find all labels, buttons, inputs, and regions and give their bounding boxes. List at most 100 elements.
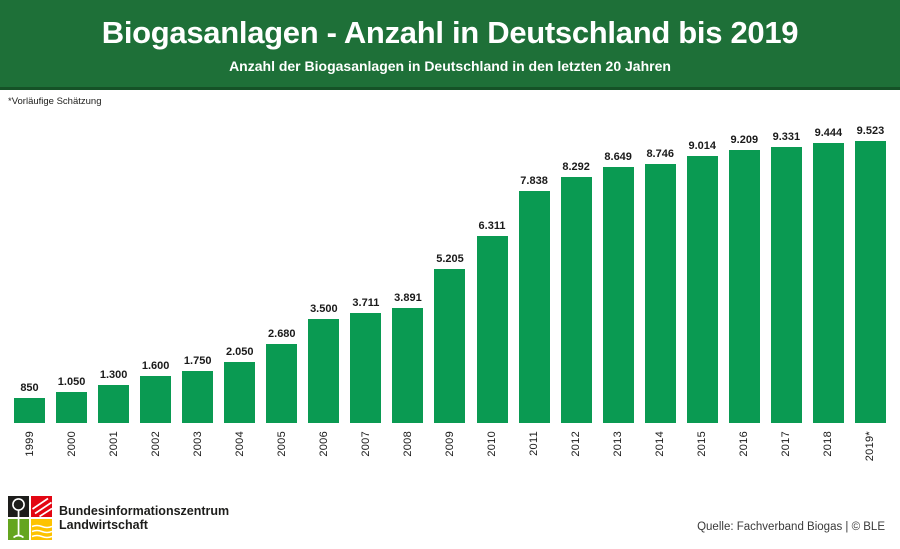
x-axis-tick: 2012 [561, 431, 592, 487]
x-axis-tick: 1999 [14, 431, 45, 487]
bar-value-label: 8.649 [604, 151, 632, 163]
x-axis-label: 2010 [486, 431, 499, 457]
x-axis-tick: 2013 [603, 431, 634, 487]
x-axis-label: 2017 [780, 431, 793, 457]
x-axis-label: 2003 [191, 431, 204, 457]
x-axis-label: 2013 [612, 431, 625, 457]
bar-value-label: 8.292 [562, 161, 590, 173]
x-axis-label: 2012 [570, 431, 583, 457]
brand: Bundesinformationszentrum Landwirtschaft [8, 496, 229, 540]
x-axis-tick: 2016 [729, 431, 760, 487]
bar-column: 6.311 2010 [476, 125, 508, 487]
x-axis-label: 2007 [359, 431, 372, 457]
x-axis-tick: 2002 [140, 431, 171, 487]
bar [434, 269, 466, 423]
x-axis-label: 2019* [864, 431, 877, 462]
x-axis-tick: 2008 [392, 431, 423, 487]
x-axis-label: 2006 [317, 431, 330, 457]
bar [602, 167, 634, 423]
bar-column: 9.331 2017 [770, 125, 802, 487]
x-axis-label: 2008 [401, 431, 414, 457]
bar-column: 8.746 2014 [644, 125, 676, 487]
bar-column: 9.523 2019* [854, 125, 886, 487]
header-banner: Biogasanlagen - Anzahl in Deutschland bi… [0, 0, 900, 90]
bar [476, 236, 508, 423]
x-axis-label: 2001 [107, 431, 120, 457]
x-axis-tick: 2007 [350, 431, 381, 487]
bzl-logo-icon [8, 496, 52, 540]
x-axis-label: 2004 [233, 431, 246, 457]
bar-value-label: 9.523 [856, 125, 885, 137]
bar-value-label: 9.014 [688, 140, 717, 152]
x-axis-tick: 2014 [645, 431, 676, 487]
bar-value-label: 3.500 [310, 303, 338, 315]
bar [770, 147, 802, 423]
bar-chart: 850 1999 1.050 2000 1.300 2001 1.600 2002 1.750 2… [14, 125, 886, 487]
x-axis-tick: 2001 [98, 431, 129, 487]
x-axis-tick: 2009 [434, 431, 465, 487]
x-axis-label: 2002 [149, 431, 162, 457]
bar-column: 2.050 2004 [224, 125, 256, 487]
x-axis-tick: 2006 [308, 431, 339, 487]
bar-column: 3.711 2007 [350, 125, 382, 487]
bar-column: 9.014 2015 [686, 125, 718, 487]
x-axis-label: 1999 [23, 431, 36, 457]
bar-value-label: 1.300 [99, 369, 128, 381]
bar-value-label: 9.331 [772, 131, 801, 143]
x-axis-tick: 2000 [56, 431, 87, 487]
bar [686, 156, 718, 423]
bar [56, 392, 88, 423]
bar-value-label: 3.711 [352, 297, 380, 309]
bar [392, 308, 424, 423]
bar [224, 362, 256, 423]
bar [854, 141, 886, 423]
bar [308, 319, 340, 423]
bar [140, 376, 172, 423]
x-axis-tick: 2017 [771, 431, 802, 487]
bar-value-label: 850 [20, 382, 39, 394]
bar [728, 150, 760, 423]
bar-value-label: 5.205 [436, 253, 464, 265]
footnote: *Vorläufige Schätzung [8, 96, 102, 107]
bar-column: 1.050 2000 [56, 125, 88, 487]
source-credit: Quelle: Fachverband Biogas | © BLE [697, 521, 885, 533]
bar-value-label: 9.209 [730, 134, 759, 146]
bar-value-label: 7.838 [520, 175, 548, 187]
org-name-line2: Landwirtschaft [59, 518, 148, 532]
x-axis-label: 2014 [654, 431, 667, 457]
bar-column: 9.209 2016 [728, 125, 760, 487]
bar [644, 164, 676, 423]
bar-value-label: 1.600 [141, 360, 170, 372]
org-name-line1: Bundesinformationszentrum [59, 504, 230, 518]
bar [560, 177, 592, 423]
bar-column: 1.600 2002 [140, 125, 172, 487]
bar [266, 344, 298, 423]
bar-column: 8.292 2012 [560, 125, 592, 487]
x-axis-label: 2016 [738, 431, 751, 457]
org-name: Bundesinformationszentrum Landwirtschaft [59, 504, 229, 532]
bar-column: 2.680 2005 [266, 125, 298, 487]
page-title: Biogasanlagen - Anzahl in Deutschland bi… [101, 15, 799, 50]
bar [98, 385, 130, 423]
bar [14, 398, 45, 423]
x-axis-label: 2015 [696, 431, 709, 457]
bar [182, 371, 214, 423]
x-axis-tick: 2010 [477, 431, 508, 487]
bar [812, 143, 844, 423]
bar-column: 3.891 2008 [392, 125, 424, 487]
bar-column: 1.750 2003 [182, 125, 214, 487]
bar-column: 8.649 2013 [602, 125, 634, 487]
x-axis-tick: 2005 [266, 431, 297, 487]
bar-value-label: 1.750 [183, 355, 212, 367]
page-subtitle: Anzahl der Biogasanlagen in Deutschland … [229, 58, 671, 74]
bar [350, 313, 382, 423]
bar-value-label: 6.311 [478, 220, 506, 232]
bar-value-label: 9.444 [814, 127, 843, 139]
bar-column: 5.205 2009 [434, 125, 466, 487]
bar-value-label: 2.680 [268, 328, 296, 340]
bar-column: 850 1999 [14, 125, 45, 487]
x-axis-tick: 2019* [855, 431, 886, 487]
bar-value-label: 3.891 [394, 292, 422, 304]
x-axis-label: 2005 [275, 431, 288, 457]
